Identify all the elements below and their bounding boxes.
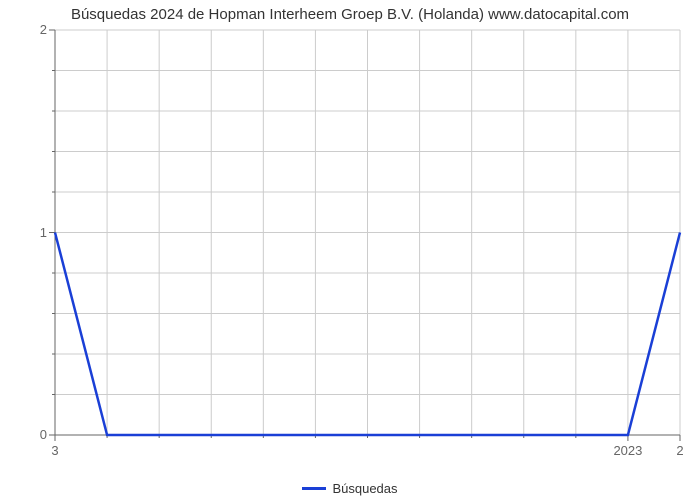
chart-plot [0, 0, 700, 500]
y-tick-label: 1 [17, 225, 47, 240]
legend-swatch [302, 487, 326, 490]
chart-container: Búsquedas 2024 de Hopman Interheem Groep… [0, 0, 700, 500]
x-tick-label: 2 [676, 443, 683, 458]
chart-legend: Búsquedas [0, 478, 700, 496]
x-tick-label: 3 [51, 443, 58, 458]
x-tick-label: 2023 [613, 443, 642, 458]
y-tick-label: 0 [17, 427, 47, 442]
y-tick-label: 2 [17, 22, 47, 37]
legend-item: Búsquedas [302, 481, 397, 496]
legend-label: Búsquedas [332, 481, 397, 496]
